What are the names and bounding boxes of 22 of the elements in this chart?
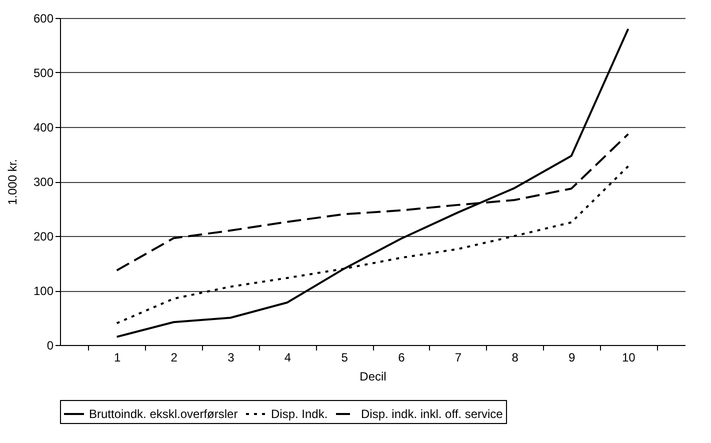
x-tick-label: 4 [284,350,292,364]
x-tick-label: 2 [170,350,178,364]
y-tick-label: 100 [33,284,54,298]
legend-label: Disp. Indk. [271,407,328,421]
y-tick-label: 600 [33,12,54,26]
y-tick-label: 400 [33,120,54,134]
x-tick-label: 1 [114,350,121,364]
x-tick-label: 6 [398,350,406,364]
y-tick-label: 0 [46,338,54,352]
x-tick-label: 8 [512,350,519,364]
x-tick-label: 3 [228,350,235,364]
y-tick-label: 200 [33,230,54,244]
y-tick-label: 500 [33,66,54,80]
x-tick-label: 10 [622,350,636,364]
x-tick-label: 9 [568,350,576,364]
x-axis-title: Decil [360,370,386,384]
y-tick-label: 300 [33,175,54,189]
y-axis-title: 1.000 kr. [5,158,20,206]
legend-label: Disp. indk. inkl. off. service [361,407,504,421]
legend-label: Bruttoindk. ekskl.overførsler [89,407,238,421]
x-tick-label: 7 [454,350,462,364]
x-tick-label: 5 [341,350,348,364]
